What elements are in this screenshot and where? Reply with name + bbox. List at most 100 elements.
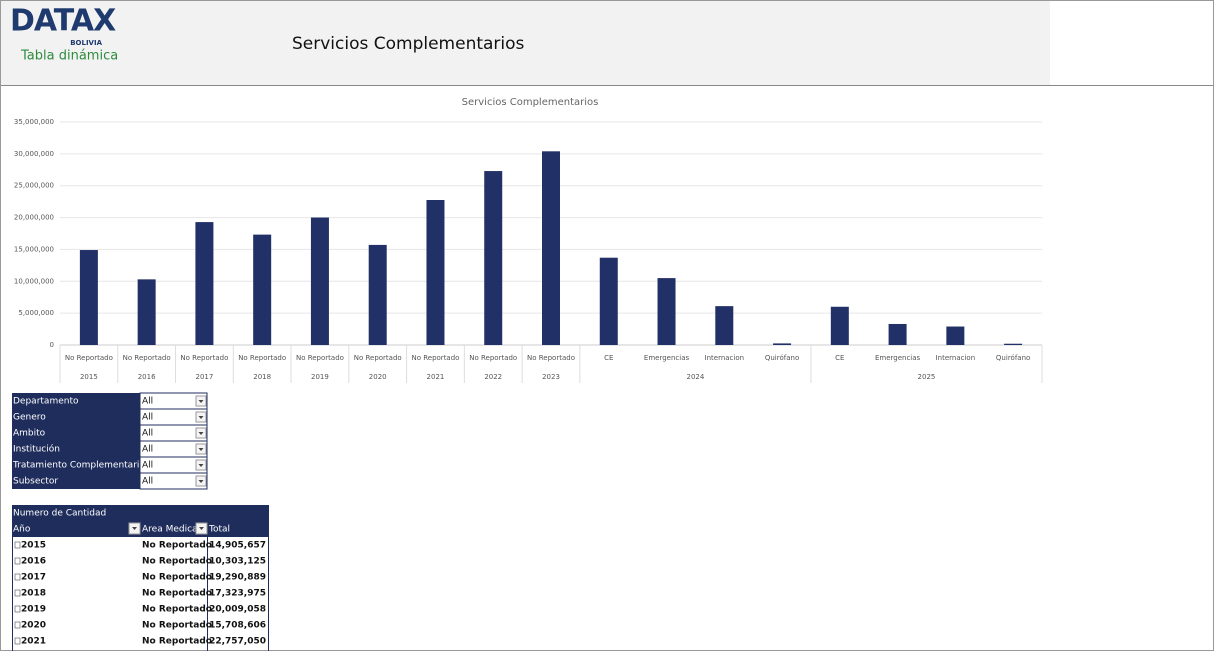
bar bbox=[946, 326, 965, 345]
filter-label-cell bbox=[12, 473, 140, 489]
bar bbox=[310, 217, 329, 345]
group-label: 2025 bbox=[918, 373, 936, 381]
x-tick-label: Internacion bbox=[705, 354, 745, 362]
bar bbox=[253, 234, 272, 345]
pivot-total: 22,757,050 bbox=[209, 637, 266, 647]
subtitle: Tabla dinámica bbox=[20, 49, 118, 64]
dropdown-arrow bbox=[199, 527, 204, 530]
filter-value: All bbox=[142, 429, 153, 439]
pivot-column-header: Año bbox=[13, 525, 31, 535]
y-tick-label: 15,000,000 bbox=[14, 245, 54, 253]
filter-label-cell bbox=[12, 409, 140, 425]
pivot-year: 2015 bbox=[21, 541, 46, 551]
bar bbox=[599, 257, 618, 345]
expand-button[interactable] bbox=[14, 541, 21, 549]
bar bbox=[195, 222, 214, 345]
bar bbox=[137, 279, 156, 345]
logo-sub: BOLIVIA bbox=[70, 39, 102, 47]
x-tick-label: No Reportado bbox=[238, 354, 286, 362]
x-tick-label: No Reportado bbox=[65, 354, 113, 362]
filter-label: Genero bbox=[13, 413, 46, 423]
header-band bbox=[1, 1, 1050, 85]
x-tick-label: Internacion bbox=[936, 354, 976, 362]
x-tick-label: Quirófano bbox=[765, 354, 799, 362]
pivot-total: 10,303,125 bbox=[209, 557, 266, 567]
pivot-year: 2020 bbox=[21, 621, 46, 631]
filter-value: All bbox=[142, 461, 153, 471]
dropdown-arrow bbox=[198, 464, 204, 467]
filter-label: Subsector bbox=[13, 477, 58, 487]
pivot-area: No Reportado bbox=[142, 621, 212, 631]
filter-label-cell bbox=[12, 425, 140, 441]
expand-button[interactable] bbox=[14, 605, 21, 613]
pivot-year: 2016 bbox=[21, 557, 46, 567]
expand-button[interactable] bbox=[14, 573, 21, 581]
pivot-area: No Reportado bbox=[142, 589, 212, 599]
filter-value: All bbox=[142, 477, 153, 487]
pivot-year: 2021 bbox=[21, 637, 46, 647]
dropdown-arrow bbox=[198, 448, 204, 451]
filter-label: Ambito bbox=[13, 429, 46, 439]
filter-value: All bbox=[142, 445, 153, 455]
group-label: 2017 bbox=[195, 373, 213, 381]
filter-label: Institución bbox=[13, 444, 60, 455]
bar bbox=[830, 306, 849, 345]
expand-button[interactable] bbox=[14, 637, 21, 645]
x-tick-label: No Reportado bbox=[296, 354, 344, 362]
dropdown-arrow bbox=[198, 416, 204, 419]
pivot-total: 19,290,889 bbox=[209, 573, 266, 583]
filter-label: Departamento bbox=[13, 397, 79, 407]
group-label: 2020 bbox=[369, 373, 387, 381]
pivot-area: No Reportado bbox=[142, 557, 212, 567]
logo: DATAX bbox=[10, 4, 116, 39]
y-tick-label: 25,000,000 bbox=[14, 182, 54, 190]
group-label: 2021 bbox=[427, 373, 445, 381]
bar bbox=[368, 244, 387, 345]
dropdown-arrow bbox=[198, 480, 204, 483]
bar bbox=[426, 200, 445, 345]
group-label: 2023 bbox=[542, 373, 560, 381]
pivot-total: 17,323,975 bbox=[209, 589, 266, 599]
pivot-area: No Reportado bbox=[142, 637, 212, 647]
bar bbox=[484, 171, 503, 345]
chart-title: Servicios Complementarios bbox=[462, 97, 599, 108]
group-label: 2019 bbox=[311, 373, 329, 381]
group-label: 2016 bbox=[138, 373, 156, 381]
dropdown-arrow bbox=[198, 400, 204, 403]
pivot-year: 2018 bbox=[21, 589, 46, 599]
pivot-total: 20,009,058 bbox=[209, 605, 266, 615]
pivot-title: Numero de Cantidad bbox=[13, 509, 106, 519]
pivot-total: 15,708,606 bbox=[209, 621, 266, 631]
pivot-area: No Reportado bbox=[142, 605, 212, 615]
filter-label-cell bbox=[12, 441, 140, 457]
x-tick-label: Emergencias bbox=[644, 354, 690, 362]
pivot-area: No Reportado bbox=[142, 573, 212, 583]
filter-label-cell bbox=[12, 393, 140, 409]
expand-button[interactable] bbox=[14, 621, 21, 629]
filter-value: All bbox=[142, 397, 153, 407]
bar bbox=[79, 250, 98, 345]
x-tick-label: Emergencias bbox=[875, 354, 921, 362]
x-tick-label: No Reportado bbox=[469, 354, 517, 362]
bar bbox=[1004, 343, 1023, 345]
pivot-column-header: Area Medica bbox=[142, 525, 198, 535]
expand-button[interactable] bbox=[14, 557, 21, 565]
page-title: Servicios Complementarios bbox=[292, 34, 525, 54]
pivot-year: 2019 bbox=[21, 605, 46, 615]
group-label: 2024 bbox=[686, 373, 704, 381]
bar bbox=[542, 151, 560, 345]
x-tick-label: Quirófano bbox=[996, 354, 1030, 362]
bar bbox=[773, 343, 792, 345]
bar bbox=[888, 323, 907, 345]
x-tick-label: No Reportado bbox=[354, 354, 402, 362]
expand-button[interactable] bbox=[14, 589, 21, 597]
y-tick-label: 30,000,000 bbox=[14, 150, 54, 158]
pivot-total: 14,905,657 bbox=[209, 541, 266, 551]
dropdown-arrow bbox=[132, 527, 137, 530]
filter-label: Tratamiento Complementari bbox=[12, 461, 139, 471]
y-tick-label: 5,000,000 bbox=[18, 309, 54, 317]
filter-label-cell bbox=[12, 457, 140, 473]
filter-value-cell bbox=[139, 472, 208, 490]
y-tick-label: 35,000,000 bbox=[14, 118, 54, 126]
